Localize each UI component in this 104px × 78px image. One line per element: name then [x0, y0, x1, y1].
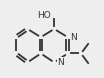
Text: N: N	[57, 58, 64, 67]
Text: HO: HO	[38, 11, 51, 20]
Text: N: N	[71, 33, 77, 42]
